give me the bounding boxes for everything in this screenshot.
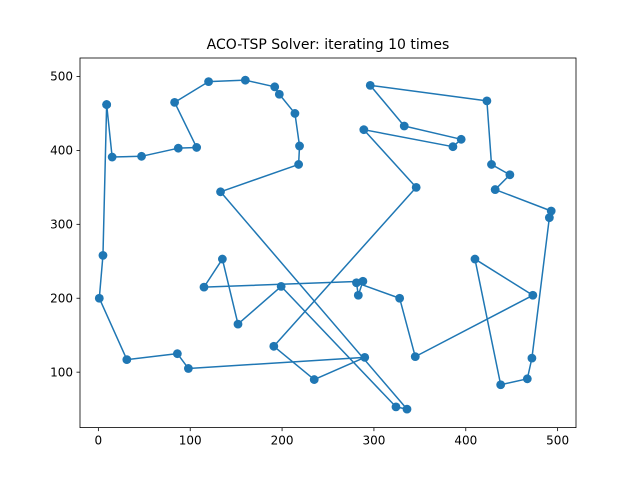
city-point [270, 82, 280, 92]
city-point [391, 402, 401, 412]
x-tick-label: 500 [546, 434, 569, 448]
city-point [295, 141, 304, 151]
city-point [360, 352, 370, 362]
city-point [352, 278, 361, 288]
city-point [240, 75, 250, 85]
city-point [411, 182, 421, 192]
y-tick-label: 400 [50, 144, 73, 158]
city-point [365, 80, 375, 90]
city-point [505, 170, 515, 180]
city-point [353, 290, 363, 300]
y-tick-label: 300 [50, 218, 73, 232]
x-tick-label: 300 [362, 434, 385, 448]
city-point [276, 282, 286, 291]
y-tick-label: 100 [50, 365, 73, 379]
y-tick-label: 500 [50, 70, 73, 84]
city-point [487, 160, 496, 169]
city-point [269, 341, 279, 351]
city-point [204, 77, 213, 87]
city-point [172, 349, 182, 359]
city-point [359, 125, 369, 135]
plot-area [94, 75, 556, 414]
y-axis: 100 200 300 400 500 [50, 70, 80, 379]
city-point [122, 355, 132, 364]
city-point [294, 160, 304, 169]
axes-frame [79, 57, 577, 429]
city-point [546, 206, 556, 216]
city-point [522, 374, 532, 384]
city-point [216, 187, 225, 197]
city-point [274, 89, 284, 99]
city-point [137, 151, 146, 161]
city-point [199, 282, 209, 292]
x-tick-label: 100 [179, 434, 202, 448]
city-point [399, 121, 409, 131]
x-axis: 0 100 200 300 400 500 [95, 427, 569, 448]
x-tick-label: 400 [454, 434, 477, 448]
city-point [448, 142, 458, 152]
city-point [482, 96, 492, 106]
city-point [309, 375, 319, 384]
city-point [544, 213, 554, 223]
city-point [470, 254, 480, 264]
city-point [395, 293, 405, 303]
city-point [173, 143, 183, 153]
city-point [183, 364, 193, 373]
city-point [192, 143, 202, 152]
city-point [527, 353, 537, 363]
x-tick-label: 0 [95, 434, 103, 448]
city-point [410, 352, 420, 362]
city-point [456, 134, 466, 144]
city-point [170, 97, 180, 107]
city-point [496, 380, 506, 390]
city-point [102, 100, 112, 109]
y-tick-label: 200 [50, 291, 73, 305]
city-point [107, 152, 117, 162]
city-point [490, 185, 500, 194]
city-point [402, 404, 412, 414]
city-point [217, 254, 227, 264]
city-point [290, 109, 300, 118]
chart-title: ACO-TSP Solver: iterating 10 times [207, 37, 450, 53]
city-point [98, 250, 108, 260]
city-point [528, 290, 538, 300]
x-tick-label: 200 [271, 434, 294, 448]
city-point [233, 319, 243, 329]
city-point [94, 293, 104, 303]
